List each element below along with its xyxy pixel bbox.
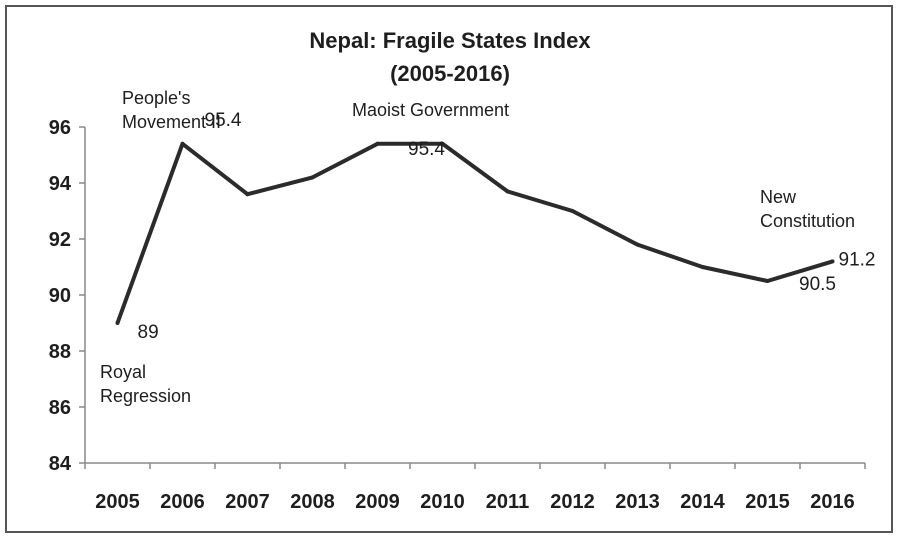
annotation-label: Movement II [122,112,221,132]
data-point [180,141,185,146]
data-label: 95.4 [205,110,242,131]
x-tick-label: 2011 [486,491,529,513]
annotation-label: People's [122,88,190,108]
annotation-label: New [760,187,797,207]
annotation-label: Constitution [760,211,855,231]
data-label: 89 [138,322,159,343]
x-tick-label: 2006 [160,491,205,513]
plot-area: 84 86 88 90 92 94 96 2005 2006 2007 2008 2009 2010 20… [49,88,876,513]
x-tick-label: 2005 [95,491,140,513]
series-line [115,141,834,324]
data-point [310,175,315,180]
data-point [830,259,835,264]
y-tick-label: 88 [49,341,71,363]
annotation-label: Regression [100,386,191,406]
data-point [700,265,705,269]
y-tick-label: 90 [49,285,71,307]
y-tick-label: 96 [49,117,71,139]
x-tick-label: 2010 [420,491,465,513]
x-tick-label: 2008 [290,491,335,513]
data-point [245,192,250,197]
data-point [115,321,120,325]
data-label: 95.4 [408,139,445,160]
y-tick-label: 84 [49,453,72,475]
chart-title: Nepal: Fragile States Index [309,28,591,53]
x-tick-label: 2009 [355,491,400,513]
x-tick-label: 2007 [225,491,270,513]
data-label: 91.2 [839,249,876,270]
chart-subtitle: (2005-2016) [390,61,510,86]
y-tick-label: 92 [49,229,71,251]
y-tick-label: 86 [49,397,71,419]
x-tick-label: 2012 [550,491,595,513]
annotation-label: Royal [100,362,146,382]
x-tick-label: 2014 [680,491,725,513]
annotation-label: Maoist Government [352,100,509,120]
y-tick-label: 94 [49,173,72,195]
data-point [635,242,640,247]
data-point [440,141,445,146]
data-point [375,141,380,146]
x-tick-label: 2016 [810,491,855,513]
chart-border [5,5,893,533]
data-point [570,209,575,213]
data-label: 90.5 [799,274,836,295]
data-point [765,279,770,283]
x-tick-label: 2013 [615,491,660,513]
data-point [505,189,510,194]
x-tick-label: 2015 [745,491,790,513]
